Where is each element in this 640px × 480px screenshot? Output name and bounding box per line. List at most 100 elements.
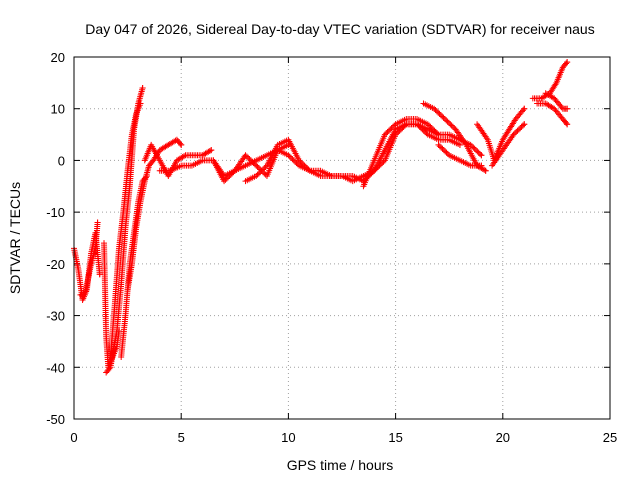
data-point-m <box>391 122 398 129</box>
data-point-j <box>294 161 301 168</box>
data-point-n <box>369 169 376 176</box>
data-point-j <box>242 152 249 159</box>
data-point-q <box>521 105 528 112</box>
data-point-m <box>470 144 477 151</box>
data-point-n <box>422 128 429 135</box>
data-point-p <box>443 149 450 156</box>
data-point-p <box>435 141 442 148</box>
data-point-q <box>520 107 527 114</box>
data-point-n <box>368 170 375 177</box>
data-point-r <box>519 122 526 129</box>
data-point-k <box>262 163 269 170</box>
x-tick-label: 0 <box>70 430 77 445</box>
data-point-n <box>423 130 430 137</box>
data-point-n <box>419 126 426 133</box>
data-point-m <box>475 149 482 156</box>
data-point-o <box>433 108 440 115</box>
y-axis-label: SDTVAR / TECUs <box>7 182 23 294</box>
data-point-n <box>363 175 370 182</box>
data-point-m <box>434 130 441 137</box>
data-point-m <box>427 123 434 130</box>
data-point-m <box>428 125 435 132</box>
data-point-j <box>288 154 295 161</box>
data-point-m <box>424 121 431 128</box>
data-point-n <box>415 122 422 129</box>
data-point-n <box>418 125 425 132</box>
data-point-m <box>471 145 478 152</box>
data-point-o <box>432 107 439 114</box>
data-point-j <box>245 154 252 161</box>
data-point-k <box>257 169 264 176</box>
data-point-j <box>247 157 254 164</box>
data-point-r <box>514 127 521 134</box>
data-point-m <box>388 125 395 132</box>
data-points <box>71 59 571 376</box>
data-point-j <box>254 163 261 170</box>
data-point-k <box>302 163 309 170</box>
data-point-m <box>381 131 388 138</box>
data-point-r <box>517 125 524 132</box>
data-point-o <box>443 117 450 124</box>
data-point-o <box>437 112 444 119</box>
data-point-g <box>178 141 185 148</box>
data-point-p <box>444 150 451 157</box>
x-tick-label: 15 <box>388 430 402 445</box>
y-tick-label: 0 <box>58 153 65 168</box>
data-point-t <box>564 121 571 128</box>
data-point-j <box>253 162 260 169</box>
data-point-m <box>426 122 433 129</box>
data-point-m <box>478 152 485 159</box>
data-point-j <box>285 152 292 159</box>
data-point-l <box>379 160 386 167</box>
axis-ticks: 0 5 10 15 20 25 -50 -40 -30 -20 -10 0 10 20 <box>46 50 617 445</box>
x-tick-label: 20 <box>496 430 510 445</box>
data-point-o <box>436 110 443 117</box>
data-point-m <box>473 147 479 154</box>
data-point-k <box>259 166 266 173</box>
data-point-g <box>177 140 184 147</box>
data-point-j <box>221 178 228 185</box>
data-point-u <box>564 105 571 112</box>
data-point-k <box>304 165 311 172</box>
data-point-e <box>137 100 144 107</box>
data-point-k <box>253 172 260 179</box>
data-point-o <box>449 123 456 130</box>
data-point-j <box>229 170 236 177</box>
data-point-u <box>558 104 565 111</box>
data-point-n <box>367 171 374 178</box>
data-point-r <box>518 123 525 130</box>
data-point-n <box>414 121 421 128</box>
data-point-j <box>249 158 256 165</box>
data-point-n <box>420 127 427 134</box>
y-tick-label: -50 <box>46 412 65 427</box>
x-tick-label: 10 <box>281 430 295 445</box>
data-point-p <box>438 144 445 151</box>
y-tick-label: -40 <box>46 360 65 375</box>
data-point-n <box>456 141 463 148</box>
data-point-o <box>445 119 452 126</box>
data-point-s <box>563 60 570 67</box>
x-tick-label: 25 <box>603 430 617 445</box>
data-point-h <box>206 147 213 154</box>
data-point-k <box>261 165 268 172</box>
data-point-p <box>442 148 449 155</box>
data-point-m <box>477 150 484 157</box>
data-point-k <box>305 166 312 173</box>
data-point-m <box>389 123 396 130</box>
data-point-j <box>286 153 293 160</box>
data-point-p <box>439 145 446 152</box>
data-point-t <box>563 119 570 126</box>
data-point-h <box>181 153 188 160</box>
data-point-k <box>254 171 261 178</box>
data-point-m <box>432 128 439 135</box>
y-tick-label: -20 <box>46 257 65 272</box>
data-point-p <box>478 162 485 169</box>
data-point-d <box>139 85 146 92</box>
grid <box>74 57 610 419</box>
data-point-p <box>436 143 443 150</box>
data-point-s <box>552 81 559 88</box>
data-point-j <box>292 158 299 165</box>
y-tick-label: 10 <box>51 102 65 117</box>
data-point-n <box>360 178 367 185</box>
data-point-s <box>564 59 571 66</box>
